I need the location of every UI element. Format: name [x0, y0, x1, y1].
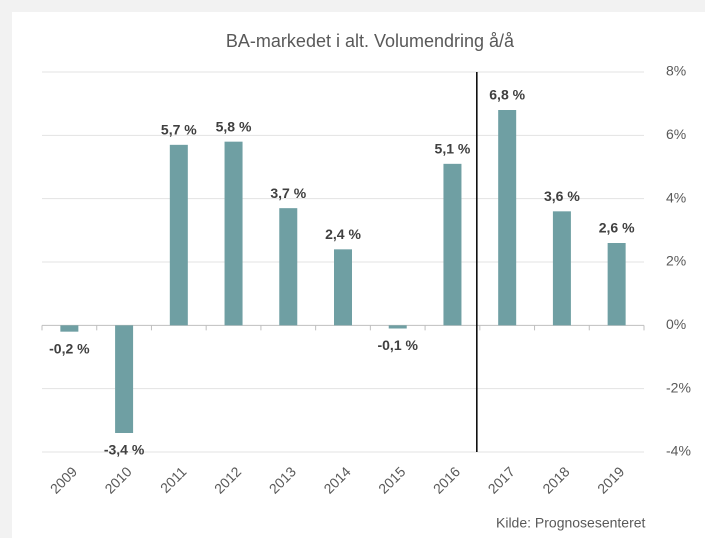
data-label: -3,4 %: [104, 442, 145, 458]
data-label: 5,8 %: [216, 118, 252, 134]
bar: [552, 211, 571, 326]
bar: [607, 243, 626, 326]
bar: [443, 163, 462, 326]
bar: [498, 110, 517, 326]
chart-area: [12, 12, 705, 538]
data-label: 5,7 %: [161, 122, 197, 138]
y-tick-label: 2%: [666, 253, 686, 269]
y-tick-label: -2%: [666, 379, 691, 395]
bar: [388, 325, 407, 329]
bar: [115, 325, 134, 433]
y-tick-label: -4%: [666, 443, 691, 459]
data-label: 3,6 %: [544, 188, 580, 204]
data-label: 5,1 %: [435, 141, 471, 157]
data-label: 3,7 %: [270, 185, 306, 201]
y-tick-label: 8%: [666, 63, 686, 79]
data-label: -0,1 %: [377, 337, 418, 353]
source-note: Kilde: Prognosesenteret: [496, 515, 646, 531]
bar: [169, 144, 188, 326]
bar: [279, 208, 298, 326]
data-label: 6,8 %: [489, 87, 525, 103]
chart-title: BA-markedet i alt. Volumendring å/å: [226, 31, 515, 51]
data-label: 2,4 %: [325, 226, 361, 242]
bar: [334, 249, 352, 326]
data-label: 2,6 %: [599, 220, 635, 236]
bar: [60, 325, 79, 332]
data-label: -0,2 %: [49, 340, 90, 356]
y-tick-label: 6%: [666, 126, 686, 142]
y-tick-label: 4%: [666, 189, 686, 205]
bar: [224, 141, 243, 326]
y-tick-label: 0%: [666, 316, 686, 332]
